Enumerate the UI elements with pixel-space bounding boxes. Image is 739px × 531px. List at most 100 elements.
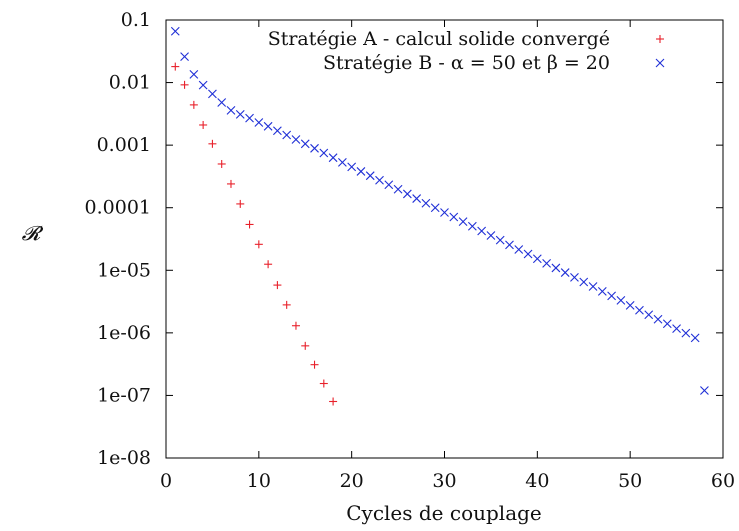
data-point <box>245 113 254 123</box>
data-point <box>356 167 366 176</box>
data-point <box>467 221 477 231</box>
data-point <box>412 194 422 203</box>
data-point <box>402 189 412 199</box>
x-tick-label: 50 <box>618 470 642 492</box>
data-point <box>217 159 226 168</box>
data-point <box>458 217 468 226</box>
data-point <box>282 300 291 309</box>
y-tick-label: 1e-05 <box>97 259 151 281</box>
data-point <box>328 153 338 163</box>
y-axis-ticks: 1e-08 1e-07 1e-06 1e-05 0.0001 0.001 0.01 0.1 <box>85 9 723 469</box>
data-point <box>208 139 217 148</box>
data-point <box>532 254 542 264</box>
data-point <box>235 110 245 119</box>
data-point <box>700 386 709 395</box>
y-tick-label: 0.1 <box>121 9 151 31</box>
data-point <box>319 148 329 158</box>
data-point <box>477 226 487 236</box>
data-point <box>263 121 273 131</box>
data-point <box>198 80 208 90</box>
data-point <box>542 258 552 268</box>
data-point <box>300 139 310 149</box>
data-point <box>310 143 319 153</box>
legend-markers <box>655 35 665 68</box>
x-axis-label: Cycles de couplage <box>346 501 542 525</box>
data-point <box>449 212 459 222</box>
x-tick-label: 60 <box>711 470 735 492</box>
y-tick-label: 1e-08 <box>97 447 151 469</box>
data-point <box>319 379 328 388</box>
data-point <box>347 162 357 172</box>
data-point <box>607 291 616 301</box>
series-a <box>171 62 338 406</box>
data-point <box>421 198 431 208</box>
data-point <box>625 300 635 310</box>
data-point <box>486 231 496 240</box>
data-point <box>180 52 189 61</box>
data-point <box>495 235 505 245</box>
data-point <box>690 333 700 343</box>
data-point <box>560 268 570 277</box>
legend-marker-series-a <box>656 35 664 43</box>
data-point <box>254 240 263 249</box>
data-point <box>514 245 524 254</box>
y-axis-label: 𝓡 <box>22 221 44 245</box>
data-point <box>273 126 282 136</box>
data-point <box>672 324 681 333</box>
data-point <box>170 26 180 36</box>
data-point <box>430 203 440 213</box>
data-point <box>644 310 654 320</box>
y-tick-label: 0.01 <box>109 72 151 94</box>
data-point <box>505 240 514 250</box>
data-point <box>570 272 579 282</box>
data-point <box>440 208 449 217</box>
data-point <box>291 321 300 330</box>
data-point <box>337 158 347 167</box>
data-point <box>199 120 208 129</box>
data-point <box>616 296 626 305</box>
data-point <box>180 80 189 89</box>
data-point <box>282 130 292 140</box>
data-point <box>291 135 301 144</box>
legend: Stratégie A - calcul solide convergé Str… <box>268 28 665 74</box>
data-point <box>254 118 264 127</box>
data-point <box>273 281 282 290</box>
legend-label-series-a: Stratégie A - calcul solide convergé <box>268 28 610 50</box>
x-axis-ticks: 0 10 20 30 40 50 60 <box>160 20 735 492</box>
x-tick-label: 10 <box>247 470 271 492</box>
data-point <box>189 70 199 79</box>
data-point <box>208 89 217 99</box>
legend-label-series-b: Stratégie B - α = 50 et β = 20 <box>323 52 610 74</box>
data-point <box>365 171 375 181</box>
data-point <box>226 179 235 188</box>
series-layer <box>170 26 709 406</box>
data-point <box>393 184 403 194</box>
data-point <box>217 98 227 107</box>
series-b <box>170 26 709 395</box>
data-point <box>329 397 338 406</box>
data-point <box>653 314 663 324</box>
data-point <box>264 260 273 269</box>
y-tick-label: 1e-06 <box>97 322 151 344</box>
data-point <box>681 328 691 338</box>
data-point <box>375 175 384 185</box>
x-tick-label: 20 <box>340 470 364 492</box>
data-point <box>189 100 198 109</box>
y-tick-label: 0.0001 <box>85 197 151 219</box>
data-point <box>226 105 236 115</box>
data-point <box>523 249 533 259</box>
y-tick-label: 1e-07 <box>97 384 151 406</box>
data-point <box>236 199 245 208</box>
x-tick-label: 30 <box>432 470 456 492</box>
x-tick-label: 0 <box>160 470 172 492</box>
plot-frame <box>165 19 724 459</box>
legend-marker-series-b <box>655 58 665 68</box>
data-point <box>635 305 644 315</box>
data-point <box>384 180 394 190</box>
data-point <box>662 319 672 329</box>
data-point <box>597 286 607 296</box>
data-point <box>171 62 180 71</box>
data-point <box>301 341 310 350</box>
data-point <box>245 220 254 229</box>
